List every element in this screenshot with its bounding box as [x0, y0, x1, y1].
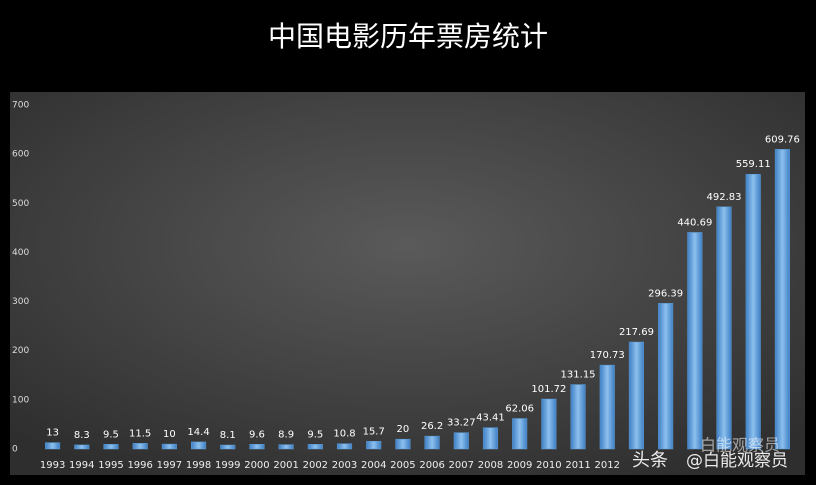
value-label: 10	[163, 429, 176, 440]
x-tick-label: 2009	[507, 460, 532, 471]
bar	[278, 444, 294, 450]
value-label: 20	[397, 424, 410, 435]
bar	[45, 442, 61, 450]
bar	[658, 303, 674, 450]
x-tick-label: 2010	[536, 460, 561, 471]
bar	[366, 441, 382, 450]
x-tick-label: 2005	[390, 460, 415, 471]
x-tick-label: 1995	[98, 460, 123, 471]
value-label: 62.06	[505, 404, 534, 415]
value-label: 13	[46, 428, 59, 439]
value-label: 8.1	[220, 430, 236, 441]
bar	[482, 427, 499, 450]
bar	[249, 444, 265, 450]
bar	[628, 341, 644, 450]
value-label: 559.11	[736, 159, 771, 170]
watermark-source: 头条	[632, 450, 668, 471]
value-label: 9.5	[307, 429, 323, 440]
value-label: 8.9	[278, 430, 294, 441]
bar	[570, 384, 586, 450]
x-tick-label: 2002	[303, 460, 328, 471]
value-label: 9.5	[103, 429, 119, 440]
value-label: 14.4	[187, 427, 209, 438]
value-label: 217.69	[619, 327, 654, 338]
y-tick-label: 500	[12, 199, 29, 209]
bar	[74, 444, 90, 450]
x-tick-label: 1997	[157, 460, 182, 471]
x-tick-label: 2012	[595, 460, 620, 471]
bar	[220, 444, 236, 450]
x-tick-label: 1999	[215, 460, 240, 471]
bar	[541, 398, 557, 450]
bar	[103, 444, 119, 450]
value-label: 8.3	[74, 430, 90, 441]
bar	[687, 232, 703, 450]
x-tick-label: 1998	[186, 460, 211, 471]
value-label: 15.7	[363, 426, 385, 437]
bar	[599, 364, 615, 450]
bar	[191, 441, 207, 450]
value-label: 33.27	[447, 418, 476, 429]
value-label: 10.8	[333, 429, 355, 440]
value-label: 492.83	[707, 192, 742, 203]
value-label: 26.2	[421, 421, 443, 432]
y-tick-label: 200	[12, 346, 29, 356]
watermark-handle: @白能观察员	[686, 451, 788, 471]
y-tick-label: 700	[12, 101, 29, 111]
value-label: 440.69	[677, 217, 712, 228]
value-label: 609.76	[765, 134, 800, 145]
bar	[424, 435, 440, 450]
bar	[774, 149, 790, 450]
value-label: 170.73	[590, 350, 625, 361]
y-tick-label: 0	[12, 445, 18, 455]
value-label: 11.5	[129, 428, 151, 439]
value-label: 131.15	[561, 370, 596, 381]
watermark-logo: 白能观察员	[700, 436, 780, 455]
bar	[395, 438, 411, 450]
bar	[307, 444, 323, 450]
value-label: 43.41	[476, 413, 505, 424]
x-tick-label: 1994	[69, 460, 94, 471]
plot-panel	[10, 92, 805, 475]
bar	[161, 443, 177, 450]
x-tick-label: 2001	[273, 460, 298, 471]
x-tick-label: 2000	[244, 460, 269, 471]
value-label: 101.72	[531, 384, 566, 395]
bar	[745, 173, 761, 450]
chart-title: 中国电影历年票房统计	[268, 20, 548, 53]
value-label: 296.39	[648, 288, 683, 299]
bar	[716, 206, 732, 450]
value-label: 9.6	[249, 429, 265, 440]
y-tick-label: 600	[12, 150, 29, 160]
x-tick-label: 2004	[361, 460, 386, 471]
x-tick-label: 2003	[332, 460, 357, 471]
x-tick-label: 2008	[478, 460, 503, 471]
bar	[512, 418, 528, 450]
bar	[132, 443, 148, 450]
y-tick-label: 400	[12, 248, 29, 258]
y-tick-label: 300	[12, 297, 29, 307]
y-tick-label: 100	[12, 395, 29, 405]
x-tick-label: 2011	[565, 460, 590, 471]
x-tick-label: 2007	[449, 460, 474, 471]
bar	[336, 443, 353, 450]
bar	[453, 432, 469, 450]
x-tick-label: 1993	[40, 460, 65, 471]
x-tick-label: 2006	[419, 460, 444, 471]
x-tick-label: 1996	[127, 460, 152, 471]
